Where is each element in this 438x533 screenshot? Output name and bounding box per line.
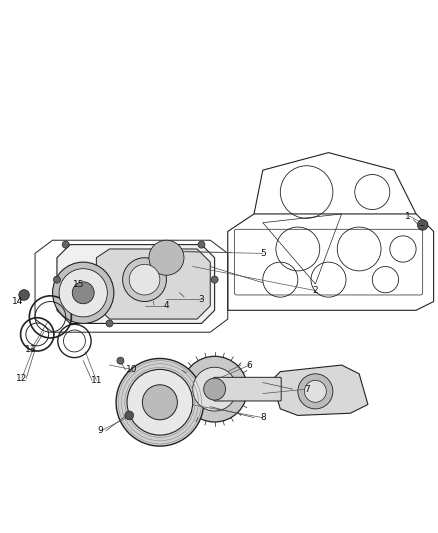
Text: 7: 7: [304, 385, 310, 394]
Circle shape: [116, 359, 204, 446]
Circle shape: [304, 381, 326, 402]
Text: 8: 8: [260, 413, 266, 422]
Circle shape: [298, 374, 333, 409]
Circle shape: [129, 264, 160, 295]
Circle shape: [125, 411, 134, 420]
Circle shape: [149, 240, 184, 275]
Text: 14: 14: [12, 297, 23, 306]
Text: 4: 4: [164, 302, 169, 310]
Circle shape: [72, 282, 94, 304]
Circle shape: [182, 356, 247, 422]
Circle shape: [198, 241, 205, 248]
Circle shape: [62, 241, 69, 248]
Text: 5: 5: [260, 249, 266, 258]
Text: 13: 13: [25, 345, 36, 354]
Text: 1: 1: [404, 212, 410, 221]
Text: 11: 11: [91, 376, 102, 385]
Text: 10: 10: [126, 365, 137, 374]
Circle shape: [204, 378, 226, 400]
Circle shape: [127, 369, 193, 435]
Circle shape: [19, 290, 29, 300]
Circle shape: [193, 367, 237, 411]
Polygon shape: [57, 245, 215, 324]
Polygon shape: [96, 249, 210, 319]
Circle shape: [53, 276, 60, 283]
Circle shape: [211, 276, 218, 283]
Text: 2: 2: [313, 286, 318, 295]
Circle shape: [142, 385, 177, 420]
Circle shape: [53, 262, 114, 324]
Text: 12: 12: [16, 374, 28, 383]
Circle shape: [117, 357, 124, 364]
Circle shape: [59, 269, 107, 317]
Circle shape: [417, 220, 428, 230]
Circle shape: [106, 320, 113, 327]
Circle shape: [123, 258, 166, 302]
Text: 6: 6: [247, 360, 253, 369]
FancyBboxPatch shape: [214, 377, 281, 401]
Text: 3: 3: [198, 295, 205, 304]
Text: 15: 15: [73, 279, 85, 288]
Polygon shape: [272, 365, 368, 415]
Text: 9: 9: [98, 426, 104, 435]
